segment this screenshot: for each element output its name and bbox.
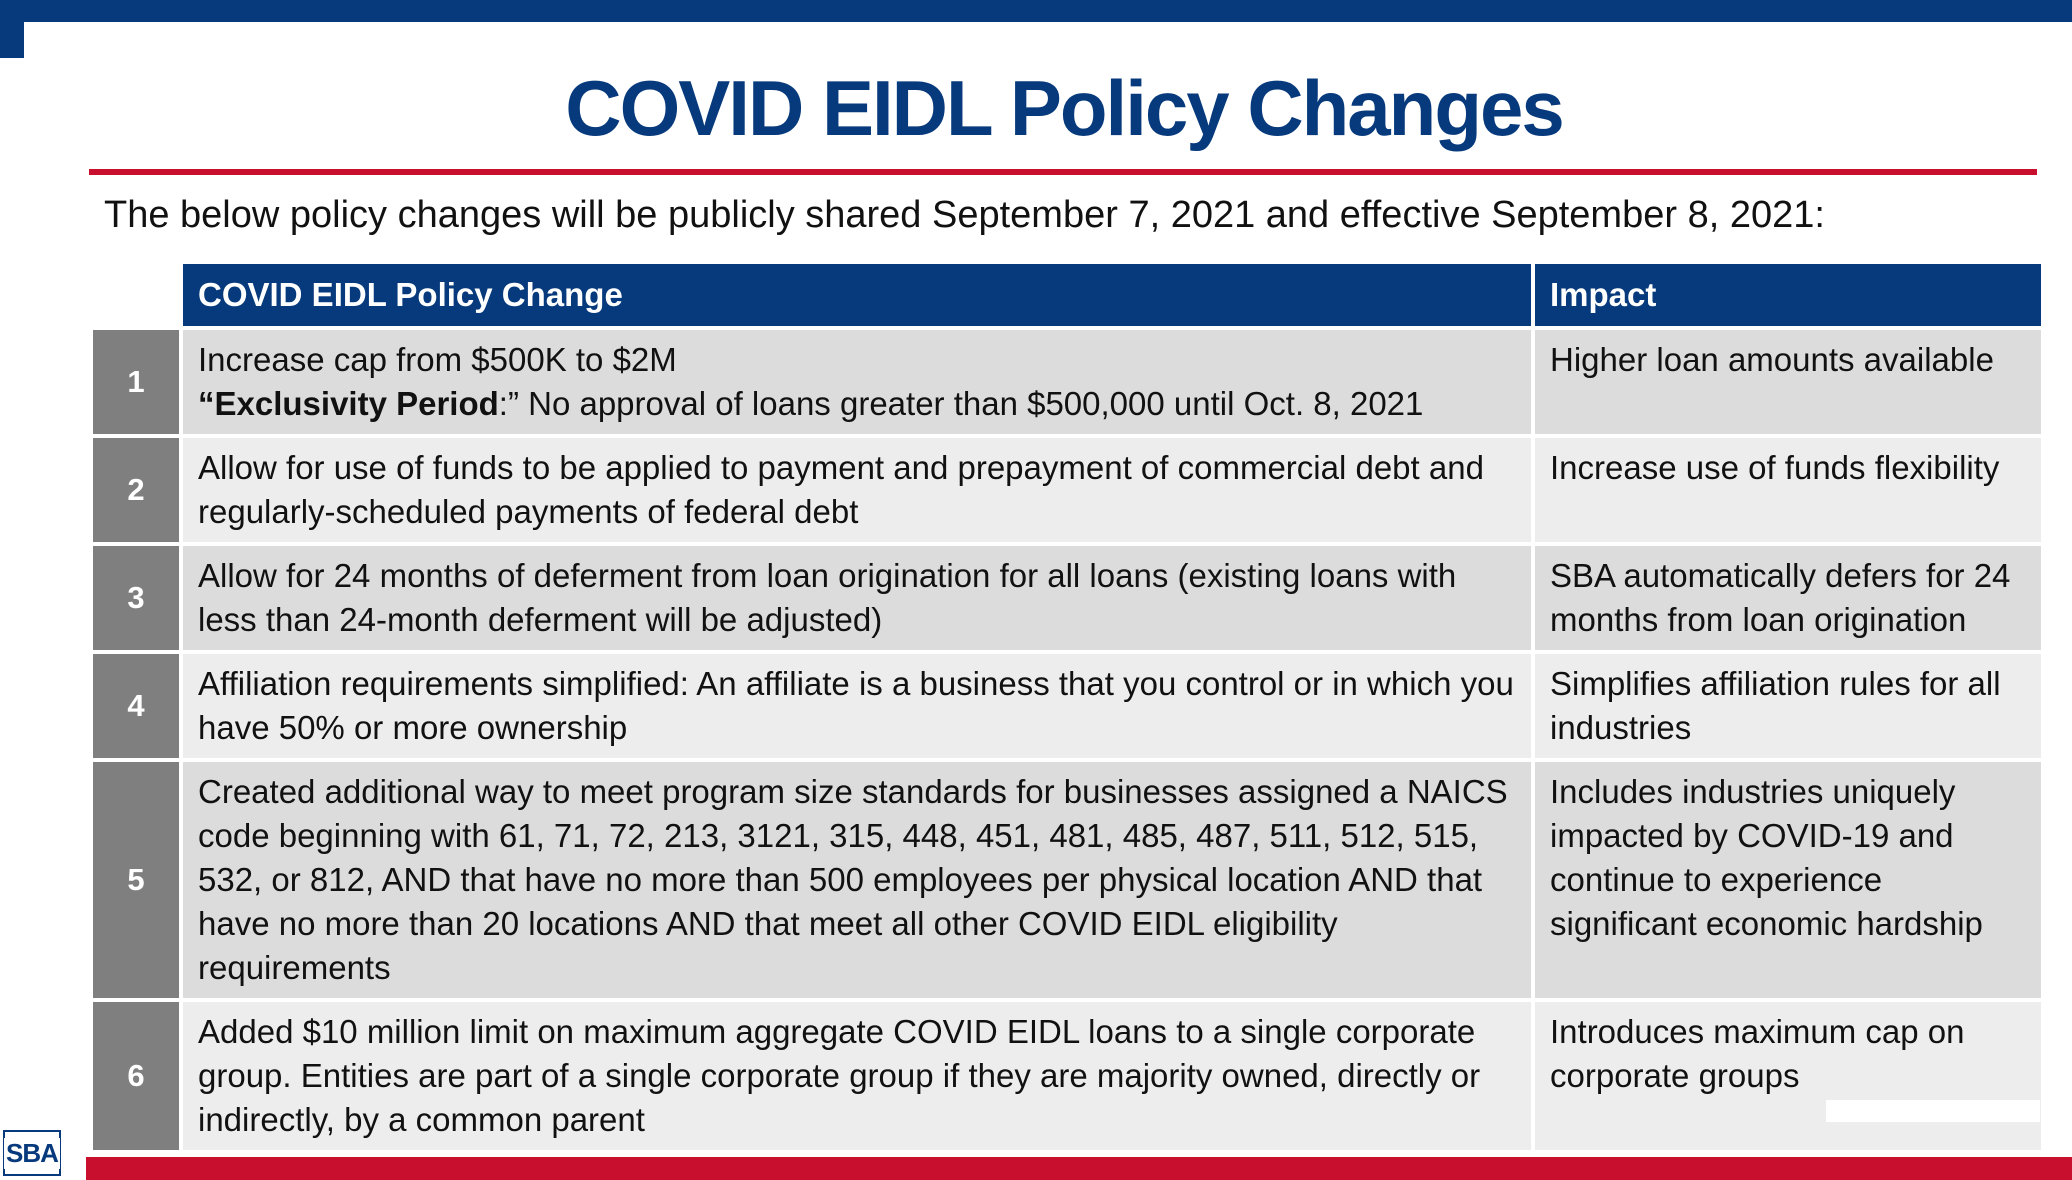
table-row: 3 Allow for 24 months of deferment from … bbox=[93, 546, 2041, 650]
impact-cell: Higher loan amounts available bbox=[1535, 330, 2041, 434]
table-row: 2 Allow for use of funds to be applied t… bbox=[93, 438, 2041, 542]
row-number: 1 bbox=[93, 330, 179, 434]
impact-cell: Introduces maximum cap on corporate grou… bbox=[1535, 1002, 2041, 1150]
top-accent-bar bbox=[0, 0, 2072, 22]
sba-logo: SBA bbox=[3, 1130, 61, 1176]
row-number: 3 bbox=[93, 546, 179, 650]
sba-logo-text: SBA bbox=[4, 1137, 60, 1169]
title-divider bbox=[89, 169, 2037, 175]
policy-change-bold-text: Exclusivity Period bbox=[214, 385, 499, 422]
impact-cell: Simplifies affiliation rules for all ind… bbox=[1535, 654, 2041, 758]
impact-cell: SBA automatically defers for 24 months f… bbox=[1535, 546, 2041, 650]
table-row: 1 Increase cap from $500K to $2M “Exclus… bbox=[93, 330, 2041, 434]
quote-mark: “ bbox=[198, 385, 215, 422]
table-header-row: COVID EIDL Policy Change Impact bbox=[93, 264, 2041, 326]
intro-text: The below policy changes will be publicl… bbox=[104, 194, 1825, 236]
impact-cell: Includes industries uniquely impacted by… bbox=[1535, 762, 2041, 998]
bottom-accent-bar bbox=[86, 1157, 2072, 1180]
row-number: 6 bbox=[93, 1002, 179, 1150]
table-row: 4 Affiliation requirements simplified: A… bbox=[93, 654, 2041, 758]
policy-change-cell: Allow for 24 months of deferment from lo… bbox=[183, 546, 1531, 650]
page-title: COVID EIDL Policy Changes bbox=[565, 64, 1564, 152]
policy-table: COVID EIDL Policy Change Impact 1 Increa… bbox=[89, 260, 2045, 1154]
table-row: 6 Added $10 million limit on maximum agg… bbox=[93, 1002, 2041, 1150]
row-number: 2 bbox=[93, 438, 179, 542]
header-number-blank bbox=[93, 264, 179, 326]
table-row: 5 Created additional way to meet program… bbox=[93, 762, 2041, 998]
policy-change-cell: Affiliation requirements simplified: An … bbox=[183, 654, 1531, 758]
policy-change-cell: Created additional way to meet program s… bbox=[183, 762, 1531, 998]
impact-cell: Increase use of funds flexibility bbox=[1535, 438, 2041, 542]
table-corner-patch bbox=[1826, 1100, 2040, 1122]
policy-change-text: Increase cap from $500K to $2M bbox=[198, 341, 677, 378]
policy-change-cell: Increase cap from $500K to $2M “Exclusiv… bbox=[183, 330, 1531, 434]
header-policy-change: COVID EIDL Policy Change bbox=[183, 264, 1531, 326]
row-number: 4 bbox=[93, 654, 179, 758]
policy-change-cell: Added $10 million limit on maximum aggre… bbox=[183, 1002, 1531, 1150]
policy-change-text-continued: :” No approval of loans greater than $50… bbox=[498, 385, 1424, 422]
policy-change-cell: Allow for use of funds to be applied to … bbox=[183, 438, 1531, 542]
row-number: 5 bbox=[93, 762, 179, 998]
header-impact: Impact bbox=[1535, 264, 2041, 326]
top-corner-accent bbox=[0, 22, 24, 58]
